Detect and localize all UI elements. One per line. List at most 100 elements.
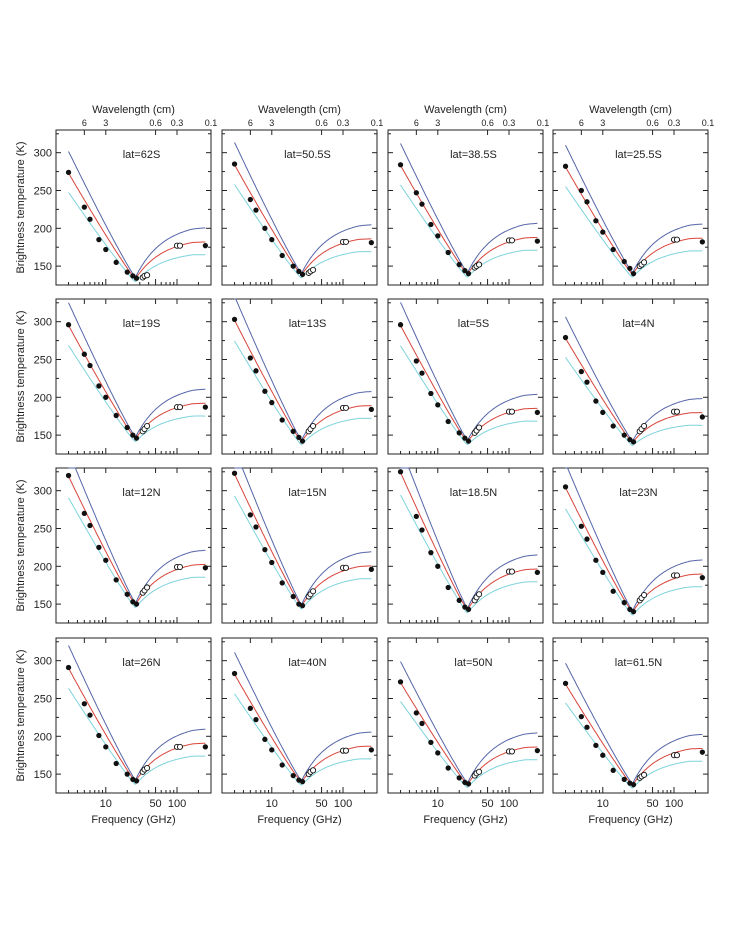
y-axis-title: Brightness temperature (K): [15, 479, 27, 611]
observation-point: [562, 163, 569, 169]
observation-point: [456, 430, 462, 436]
top-axis-title: Wavelength (cm): [424, 104, 507, 116]
y-tick-label: 300: [34, 148, 52, 160]
panel-frame: [221, 129, 378, 286]
top-tick-label: 3: [103, 118, 108, 128]
observation-point: [627, 606, 633, 613]
observation-point: [578, 187, 584, 194]
observation-open-point: [176, 242, 184, 249]
observation-point: [262, 388, 268, 394]
observation-point: [299, 779, 306, 785]
observation-point: [133, 435, 140, 441]
lower-model-curve: [234, 693, 372, 786]
observation-point: [419, 720, 425, 727]
observation-point: [262, 547, 268, 553]
y-tick-label: 250: [34, 523, 52, 535]
top-tick-label: 0.6: [481, 118, 494, 128]
upper-model-curve: [565, 144, 703, 273]
observation-point: [534, 748, 541, 754]
upper-model-curve: [400, 467, 538, 609]
observation-point: [124, 771, 130, 777]
observation-point: [413, 710, 419, 716]
observation-open-point: [508, 237, 516, 244]
y-tick-label: 250: [34, 693, 52, 705]
observation-point: [368, 747, 375, 753]
y-tick-label: 200: [34, 223, 52, 235]
observation-point: [413, 190, 419, 196]
observation-point: [462, 267, 468, 274]
lower-model-curve: [400, 494, 538, 614]
y-tick-label: 300: [34, 486, 52, 498]
observation-point: [578, 523, 584, 529]
observation-point: [202, 243, 209, 249]
best-fit-curve: [565, 683, 703, 786]
best-fit-curve: [68, 325, 206, 439]
lower-model-curve: [234, 340, 372, 445]
panel-frame: [552, 637, 709, 794]
observation-open-point: [476, 591, 483, 598]
observation-point: [578, 368, 584, 375]
panel-lat-50n: 10 50 100 lat=50N: [387, 637, 544, 810]
observation-point: [397, 679, 404, 685]
top-tick-label: 0.1: [205, 118, 218, 128]
observation-point: [290, 263, 296, 269]
y-tick-label: 150: [34, 769, 52, 781]
observation-open-point: [176, 404, 184, 411]
top-tick-label: 0.1: [537, 118, 550, 128]
observation-point: [124, 424, 130, 431]
panel-lat-38.5s: 6 3 0.6 0.3 0.1 Wavelength (cm) lat=38.5S: [387, 104, 550, 286]
top-tick-label: 0.3: [668, 118, 681, 128]
panel-lat-4n: lat=4N: [552, 298, 709, 455]
observation-point: [621, 258, 627, 265]
observation-point: [124, 591, 130, 597]
y-tick-label: 200: [34, 392, 52, 404]
observation-point: [368, 406, 375, 413]
panel-label: lat=50.5S: [284, 149, 331, 161]
observation-point: [269, 559, 275, 566]
observation-point: [81, 351, 87, 357]
observation-point: [562, 484, 569, 490]
observation-point: [113, 577, 119, 583]
upper-model-curve: [68, 467, 206, 603]
lower-model-curve: [400, 345, 538, 446]
lower-model-curve: [234, 184, 372, 279]
observation-point: [562, 334, 569, 341]
observation-point: [428, 739, 434, 745]
y-tick-label: 200: [34, 561, 52, 573]
observation-point: [610, 767, 616, 773]
observation-point: [621, 776, 627, 783]
upper-model-curve: [565, 467, 703, 611]
observation-point: [600, 569, 606, 575]
lower-model-curve: [400, 184, 538, 278]
observation-open-point: [342, 404, 350, 411]
observation-open-point: [310, 422, 317, 430]
observation-point: [290, 428, 296, 434]
observation-point: [87, 362, 93, 369]
observation-point: [130, 599, 136, 605]
y-axis-title: Brightness temperature (K): [15, 141, 27, 273]
upper-model-curve: [565, 662, 703, 784]
observation-point: [253, 207, 259, 213]
observation-open-point: [673, 236, 681, 243]
observation-point: [81, 510, 87, 517]
lower-model-curve: [234, 495, 372, 610]
y-tick-label: 150: [34, 599, 52, 611]
observation-point: [419, 201, 425, 207]
observation-point: [578, 713, 584, 720]
upper-model-curve: [400, 302, 538, 441]
y-tick-label: 300: [34, 656, 52, 668]
y-tick-label: 250: [34, 354, 52, 366]
observation-open-point: [641, 591, 648, 599]
observation-point: [621, 432, 627, 438]
observation-open-point: [641, 259, 648, 266]
y-tick-label: 150: [34, 430, 52, 442]
observation-point: [593, 218, 599, 224]
upper-model-curve: [234, 142, 372, 274]
observation-point: [435, 563, 441, 569]
observation-point: [113, 412, 119, 419]
upper-model-curve: [400, 143, 538, 273]
observation-open-point: [310, 266, 317, 273]
x-tick-label: 100: [500, 798, 518, 810]
observation-point: [630, 782, 637, 788]
